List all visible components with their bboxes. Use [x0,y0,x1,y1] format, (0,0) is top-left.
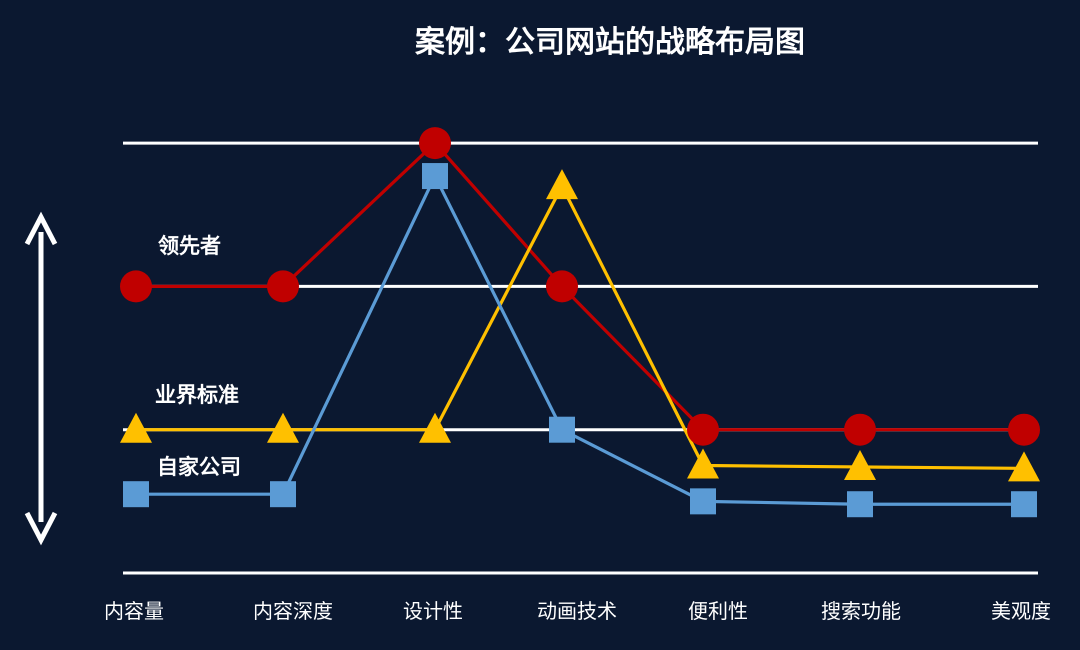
x-axis-ticks: 内容量 内容深度 设计性 动画技术 便利性 搜索功能 美观度 [104,599,1051,623]
series-2-point-6 [1011,491,1037,518]
series-1-point-3 [546,169,578,200]
x-tick-label-6: 美观度 [991,599,1051,623]
chart-title: 案例：公司网站的战略布局图 [415,25,805,60]
series-2-point-2 [422,163,448,190]
series-0-point-4 [687,413,719,446]
series-0-point-2 [419,127,451,160]
series-1-point-4 [687,448,719,479]
series-layer [120,127,1040,518]
series-label-leader: 领先者 [158,234,221,258]
series-0-point-0 [120,270,152,303]
series-label-own-company: 自家公司 [157,455,241,479]
series-line-1 [136,184,1025,470]
series-1-point-5 [844,449,876,480]
series-0-point-1 [267,270,299,303]
x-tick-label-0: 内容量 [104,599,164,623]
x-tick-label-1: 内容深度 [253,599,333,623]
x-tick-label-2: 设计性 [403,599,463,623]
series-0-point-6 [1008,413,1040,446]
series-labels: 领先者 业界标准 自家公司 [155,234,241,479]
series-label-industry-standard: 业界标准 [155,383,239,407]
x-tick-label-4: 便利性 [688,599,748,623]
x-tick-label-3: 动画技术 [537,599,617,623]
series-1-point-1 [267,412,299,443]
series-1-point-2 [419,412,451,443]
series-0-point-5 [844,413,876,446]
x-tick-label-5: 搜索功能 [821,599,901,623]
series-1-point-0 [120,412,152,443]
series-2-point-3 [549,416,575,443]
series-2-point-5 [847,491,873,518]
series-2-point-1 [270,481,296,508]
series-0-point-3 [546,270,578,303]
grid-lines [123,141,1038,575]
series-1-point-6 [1008,451,1040,482]
series-2-point-0 [123,481,149,508]
vertical-double-arrow-icon [24,211,58,546]
series-2-point-4 [690,488,716,515]
